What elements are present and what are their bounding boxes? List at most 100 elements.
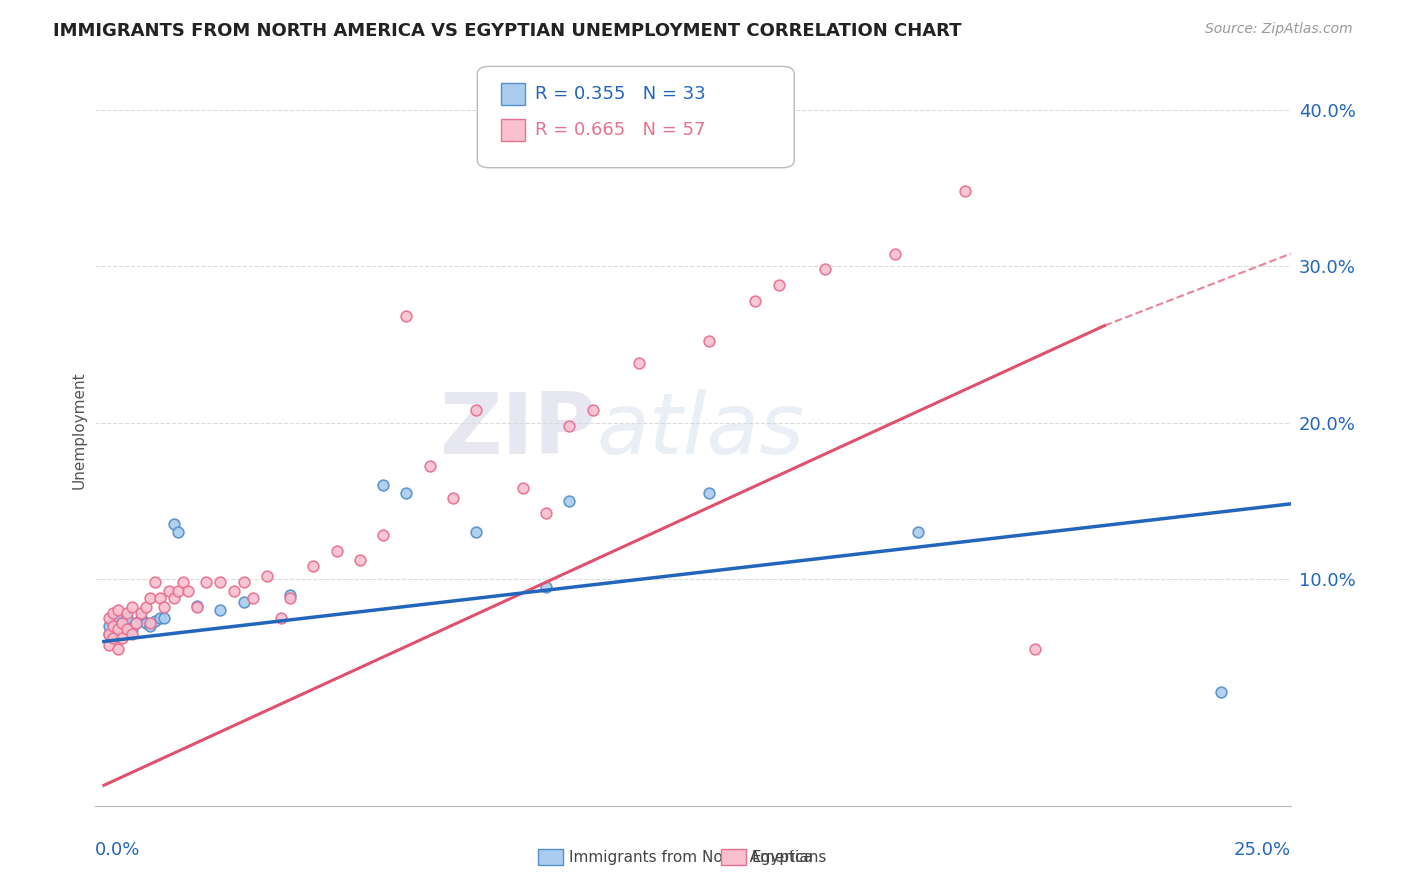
Point xyxy=(111,615,134,630)
Point xyxy=(232,575,254,590)
Text: 0.0%: 0.0% xyxy=(94,841,141,859)
Point xyxy=(103,626,125,640)
Point xyxy=(111,632,134,646)
Point xyxy=(115,622,138,636)
Text: Immigrants from North America: Immigrants from North America xyxy=(569,850,813,865)
Point xyxy=(163,591,186,605)
Text: atlas: atlas xyxy=(598,389,804,472)
Point xyxy=(135,600,157,615)
Point xyxy=(103,619,125,633)
Point xyxy=(371,528,394,542)
Point xyxy=(768,277,790,292)
Point xyxy=(143,614,166,628)
Point xyxy=(1209,684,1232,698)
FancyBboxPatch shape xyxy=(477,66,794,168)
Text: Source: ZipAtlas.com: Source: ZipAtlas.com xyxy=(1205,22,1353,37)
Point xyxy=(153,611,176,625)
Point xyxy=(103,615,125,630)
Point xyxy=(107,611,129,625)
Point xyxy=(103,607,125,621)
Point xyxy=(135,615,157,630)
Point xyxy=(143,575,166,590)
Point xyxy=(558,418,581,433)
Point xyxy=(395,486,418,500)
Point xyxy=(172,575,194,590)
Point xyxy=(121,626,143,640)
Point xyxy=(107,642,129,657)
Point xyxy=(163,517,186,532)
Point xyxy=(534,580,557,594)
Point xyxy=(186,600,208,615)
Point xyxy=(149,611,172,625)
Point xyxy=(325,543,347,558)
Point xyxy=(278,588,301,602)
Point xyxy=(103,632,125,646)
Text: 25.0%: 25.0% xyxy=(1233,841,1291,859)
Point xyxy=(107,622,129,636)
Point xyxy=(953,184,976,198)
Point xyxy=(107,603,129,617)
Point xyxy=(209,603,232,617)
Point xyxy=(697,334,720,349)
Point xyxy=(256,569,278,583)
Point xyxy=(186,599,208,613)
Point xyxy=(744,293,766,308)
Point xyxy=(97,626,120,640)
Point xyxy=(534,506,557,520)
Point xyxy=(270,611,292,625)
Point xyxy=(242,591,264,605)
Point xyxy=(121,600,143,615)
Y-axis label: Unemployment: Unemployment xyxy=(72,372,86,489)
Point xyxy=(107,622,129,636)
Point xyxy=(139,591,162,605)
Point xyxy=(628,356,651,370)
Point xyxy=(581,403,603,417)
Point xyxy=(139,619,162,633)
Point xyxy=(97,619,120,633)
Point xyxy=(224,584,246,599)
Point xyxy=(232,595,254,609)
Bar xyxy=(501,83,526,105)
Point xyxy=(1024,642,1046,657)
Point xyxy=(97,638,120,652)
Point xyxy=(111,622,134,636)
Point xyxy=(111,615,134,630)
Point xyxy=(167,584,190,599)
Point xyxy=(884,246,907,260)
Point xyxy=(125,615,148,630)
Point xyxy=(167,524,190,539)
Point xyxy=(278,591,301,605)
Point xyxy=(349,553,371,567)
Point xyxy=(302,559,325,574)
Point xyxy=(129,607,152,621)
Point xyxy=(121,622,143,636)
Point xyxy=(157,584,180,599)
Point xyxy=(125,615,148,630)
Point xyxy=(115,611,138,625)
Point xyxy=(176,584,198,599)
Point xyxy=(97,626,120,640)
Point xyxy=(465,524,488,539)
Point xyxy=(419,459,441,474)
Point xyxy=(371,478,394,492)
Point xyxy=(107,615,129,630)
Text: R = 0.355   N = 33: R = 0.355 N = 33 xyxy=(534,85,706,103)
Point xyxy=(115,607,138,621)
Text: R = 0.665   N = 57: R = 0.665 N = 57 xyxy=(534,121,706,139)
Point xyxy=(697,486,720,500)
Point xyxy=(512,481,534,495)
Text: Egyptians: Egyptians xyxy=(752,850,827,865)
Point xyxy=(139,615,162,630)
Point xyxy=(441,491,464,505)
Point xyxy=(558,493,581,508)
Point xyxy=(149,591,172,605)
Point xyxy=(97,611,120,625)
Bar xyxy=(501,119,526,142)
Point xyxy=(907,524,929,539)
Point xyxy=(395,310,418,324)
Point xyxy=(465,403,488,417)
Text: IMMIGRANTS FROM NORTH AMERICA VS EGYPTIAN UNEMPLOYMENT CORRELATION CHART: IMMIGRANTS FROM NORTH AMERICA VS EGYPTIA… xyxy=(53,22,962,40)
Text: ZIP: ZIP xyxy=(439,389,598,472)
Point xyxy=(195,575,218,590)
Point xyxy=(129,611,152,625)
